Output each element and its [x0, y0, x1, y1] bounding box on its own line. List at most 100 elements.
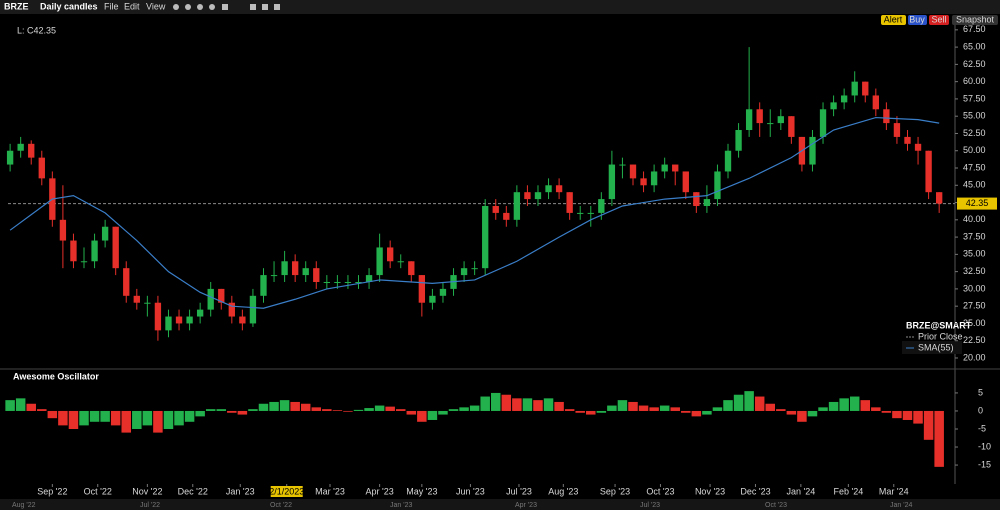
candle-body: [344, 281, 352, 283]
alert-button[interactable]: [881, 15, 906, 25]
tool-icon[interactable]: [274, 4, 280, 10]
tool-icon[interactable]: [222, 4, 228, 10]
navigator-label: Jul '23: [640, 502, 660, 509]
candle-body: [70, 240, 77, 262]
oscillator-bar: [332, 410, 343, 411]
osc-tick-label: -5: [978, 423, 986, 433]
candle-body: [281, 261, 288, 276]
candle-body: [429, 295, 436, 303]
oscillator-bar: [807, 410, 818, 417]
navigator-label: Oct '23: [765, 502, 787, 509]
oscillator-bar: [68, 410, 79, 429]
time-tick-label: Nov '23: [695, 486, 725, 496]
tool-icon[interactable]: [185, 4, 191, 10]
tool-icon[interactable]: [173, 4, 179, 10]
osc-tick-label: -15: [978, 459, 991, 469]
oscillator-bar: [607, 405, 617, 411]
candle-body: [123, 268, 130, 296]
candle-body: [101, 226, 109, 241]
candle-body: [608, 164, 616, 200]
candle-body: [270, 275, 278, 277]
oscillator-bar: [195, 410, 205, 417]
oscillator-bar: [37, 409, 47, 411]
candle-body: [703, 199, 711, 206]
oscillator-bar: [575, 410, 585, 413]
tool-icon[interactable]: [197, 4, 203, 10]
oscillator-bar: [638, 405, 649, 411]
candle-body: [640, 178, 647, 186]
oscillator-bar: [691, 410, 702, 417]
oscillator-bar: [47, 410, 58, 419]
buy-label[interactable]: Buy: [909, 14, 925, 24]
candle-body: [376, 247, 383, 276]
price-tick-label: 35.00: [963, 249, 986, 259]
price-tick-label: 57.50: [963, 93, 986, 103]
last-price-info: L: C42.35: [17, 25, 56, 35]
time-tick-label: Aug '23: [548, 486, 578, 496]
menu-edit[interactable]: Edit: [124, 1, 140, 11]
oscillator-bar: [902, 410, 913, 420]
candle-body: [788, 116, 795, 137]
oscillator-bar: [754, 396, 765, 411]
candle-body: [914, 143, 922, 151]
oscillator-bar: [828, 401, 839, 411]
oscillator-bar: [237, 410, 248, 415]
candle-body: [249, 295, 257, 324]
candle-body: [80, 261, 88, 263]
candle-body: [840, 95, 848, 103]
oscillator-bar: [723, 400, 733, 411]
candle-body: [334, 281, 341, 283]
candle-body: [724, 150, 732, 172]
snapshot-button[interactable]: [952, 15, 998, 25]
menu-file[interactable]: File: [104, 1, 119, 11]
menu-view[interactable]: View: [146, 1, 166, 11]
oscillator-bar: [839, 398, 849, 411]
sell-button[interactable]: [929, 15, 949, 25]
oscillator-bar: [522, 398, 533, 411]
osc-tick-label: -10: [978, 441, 991, 451]
tool-icons[interactable]: [173, 4, 280, 10]
tool-icon[interactable]: [209, 4, 215, 10]
candle-body: [777, 116, 784, 124]
oscillator-bar: [459, 407, 469, 411]
legend-box: [902, 341, 962, 354]
candle-body: [693, 192, 700, 206]
symbol[interactable]: BRZE: [4, 1, 29, 11]
oscillator-bar: [385, 406, 395, 411]
tool-icon[interactable]: [262, 4, 268, 10]
candle-body: [218, 288, 225, 303]
oscillator-bar: [438, 410, 448, 415]
candle-body: [59, 219, 67, 241]
oscillator-title: Awesome Oscillator: [13, 371, 99, 381]
candle-body: [260, 275, 267, 296]
oscillator-bar: [744, 391, 754, 411]
candle-body: [714, 171, 721, 200]
time-tick-label: Jun '23: [456, 486, 485, 496]
tool-icon[interactable]: [250, 4, 256, 10]
oscillator-bar: [934, 410, 944, 467]
oscillator-bar: [564, 409, 575, 411]
candle-body: [17, 143, 24, 151]
sell-label[interactable]: Sell: [931, 14, 946, 24]
buy-button[interactable]: [908, 15, 927, 25]
candle-body: [629, 164, 637, 179]
candle-body: [207, 288, 214, 310]
oscillator-bar: [417, 410, 427, 422]
oscillator-bar: [269, 401, 279, 411]
period-selector[interactable]: Daily candles: [40, 1, 98, 11]
navigator-label: Jan '23: [390, 502, 412, 509]
oscillator-bar: [5, 400, 15, 411]
price-tick-label: 30.00: [963, 283, 986, 293]
candle-body: [904, 136, 911, 144]
candle-body: [196, 309, 204, 317]
oscillator-bar: [395, 409, 406, 411]
oscillator-bar: [15, 398, 26, 411]
price-tick-label: 52.50: [963, 128, 986, 138]
time-tick-label: Mar '24: [879, 486, 909, 496]
oscillator-bar: [818, 407, 828, 411]
price-tick-label: 45.00: [963, 180, 986, 190]
candle-body: [408, 261, 415, 276]
snapshot-label[interactable]: Snapshot: [956, 14, 995, 24]
candle-body: [471, 268, 478, 270]
alert-label[interactable]: Alert: [884, 14, 903, 24]
